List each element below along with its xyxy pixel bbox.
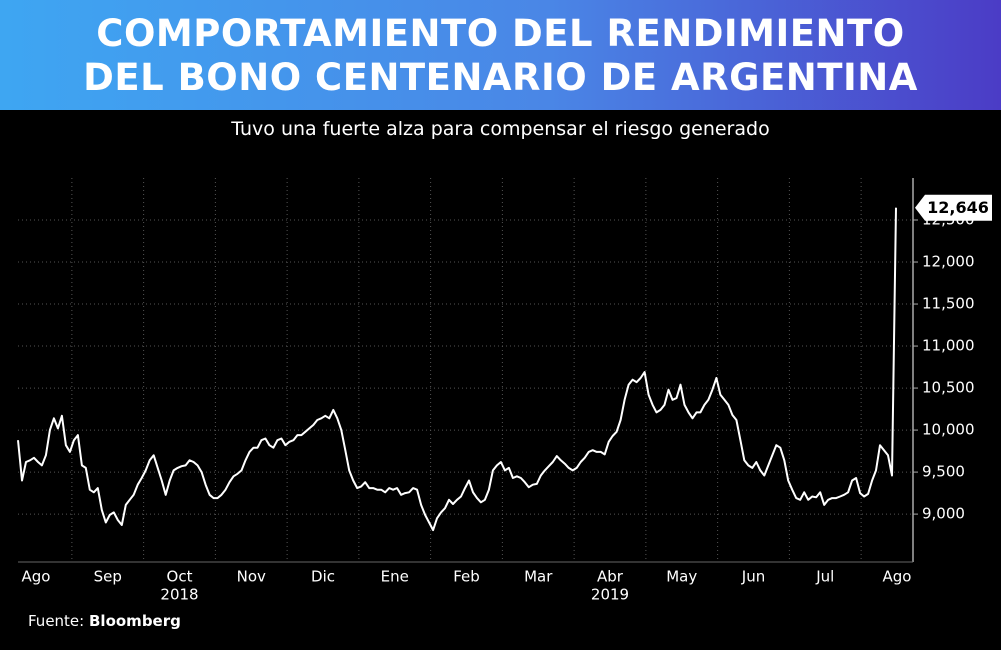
y-tick-label: 9,000 (922, 505, 965, 523)
x-tick-label: Mar (524, 568, 553, 586)
year-label: 2018 (160, 586, 198, 604)
callout-label: 12,646 (927, 198, 989, 217)
x-tick-label: Ene (381, 568, 409, 586)
y-tick-label: 11,500 (922, 295, 975, 313)
callout-box (915, 194, 992, 221)
header: COMPORTAMIENTO DEL RENDIMIENTO DEL BONO … (0, 0, 1001, 110)
x-tick-label: Nov (237, 568, 266, 586)
x-tick-label: Ago (22, 568, 51, 586)
title-line: COMPORTAMIENTO DEL RENDIMIENTO (96, 12, 905, 55)
x-tick-label: Feb (453, 568, 480, 586)
y-tick-label: 10,500 (922, 379, 975, 397)
x-tick-label: Dic (311, 568, 335, 586)
y-tick-label: 12,000 (922, 253, 975, 271)
y-tick-label: 9,500 (922, 463, 965, 481)
x-tick-label: Jul (815, 568, 834, 586)
source: Fuente: Bloomberg (28, 612, 181, 630)
x-tick-label: May (666, 568, 697, 586)
year-label: 2019 (591, 586, 629, 604)
line (17, 207, 897, 532)
title-line: DEL BONO CENTENARIO DE ARGENTINA (83, 56, 918, 99)
y-tick-label: 10,000 (922, 421, 975, 439)
subtitle: Tuvo una fuerte alza para compensar el r… (231, 118, 770, 140)
source-name: Bloomberg (89, 612, 181, 630)
source-label: Fuente: (28, 612, 85, 630)
x-tick-label: Jun (741, 568, 765, 586)
y-tick-label: 11,000 (922, 337, 975, 355)
x-tick-label: Oct (167, 568, 193, 586)
x-tick-label: Abr (597, 568, 624, 586)
x-tick-label: Sep (94, 568, 122, 586)
x-tick-label: Ago (883, 568, 912, 586)
